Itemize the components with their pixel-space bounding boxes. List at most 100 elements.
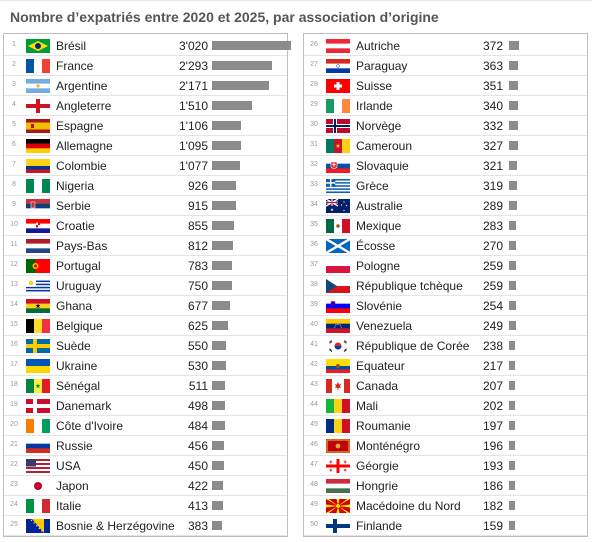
table-row: 24 Italie 413: [4, 496, 287, 516]
value-bar: [212, 261, 232, 270]
country-name: Finlande: [356, 519, 403, 533]
rank-number: 7: [12, 161, 16, 168]
usa-flag-icon: [26, 459, 50, 473]
value-bar: [212, 141, 241, 150]
value-bar: [212, 401, 225, 410]
rank-number: 30: [310, 121, 318, 128]
value-label: 363: [482, 59, 503, 73]
value-label: 2'171: [179, 79, 208, 93]
table-row: 2 France 2'293: [4, 56, 287, 76]
value-label: 327: [482, 139, 503, 153]
country-name: Slovénie: [356, 299, 403, 313]
country-name: Canada: [356, 379, 399, 393]
rank-number: 34: [310, 201, 318, 208]
value-label: 270: [482, 239, 503, 253]
value-bar: [509, 81, 518, 90]
value-label: 197: [482, 419, 503, 433]
country-name: Croatie: [56, 219, 95, 233]
table-left-column: 1 Brésil 3'020 2 France 2'293 3 Argentine 2'171 4…: [3, 33, 291, 537]
value-label: 422: [187, 479, 208, 493]
table-row: 50 Finlande 159: [304, 516, 587, 536]
value-label: 332: [482, 119, 503, 133]
table-row: 36 Écosse 270: [304, 236, 587, 256]
country-name: Australie: [356, 199, 403, 213]
value-bar: [212, 81, 269, 90]
value-bar: [212, 121, 241, 130]
value-label: 319: [482, 179, 503, 193]
rank-number: 37: [310, 261, 318, 268]
country-name: Mexique: [356, 219, 402, 233]
country-name: Equateur: [356, 359, 405, 373]
rank-number: 23: [10, 481, 18, 488]
value-label: 372: [482, 39, 503, 53]
table-row: 48 Hongrie 186: [304, 476, 587, 496]
scotland-flag-icon: [326, 239, 350, 253]
country-name: Monténégro: [356, 439, 421, 453]
value-bar: [509, 381, 515, 390]
value-label: 259: [482, 259, 503, 273]
rank-number: 4: [12, 101, 16, 108]
finland-flag-icon: [326, 519, 350, 533]
table-row: 27 Paraguay 363: [304, 56, 587, 76]
rank-number: 32: [310, 161, 318, 168]
value-bar: [212, 481, 223, 490]
rank-number: 29: [310, 101, 318, 108]
rank-number: 19: [10, 401, 18, 408]
country-name: Irlande: [356, 99, 393, 113]
rank-number: 24: [10, 501, 18, 508]
value-bar: [509, 141, 518, 150]
value-bar: [509, 501, 515, 510]
value-bar: [509, 161, 517, 170]
rank-number: 43: [310, 381, 318, 388]
table-row: 10 Croatie 855: [4, 216, 287, 236]
value-bar: [212, 161, 240, 170]
table-row: 44 Mali 202: [304, 396, 587, 416]
table-row: 43 Canada 207: [304, 376, 587, 396]
table-row: 35 Mexique 283: [304, 216, 587, 236]
value-label: 249: [482, 319, 503, 333]
rank-number: 5: [12, 121, 16, 128]
table-row: 17 Ukraine 530: [4, 356, 287, 376]
table-row: 45 Roumanie 197: [304, 416, 587, 436]
country-name: Slovaquie: [356, 159, 409, 173]
austria-flag-icon: [326, 39, 350, 53]
value-label: 238: [482, 339, 503, 353]
hungary-flag-icon: [326, 479, 350, 493]
table-row: 37 Pologne 259: [304, 256, 587, 276]
value-bar: [212, 201, 236, 210]
senegal-flag-icon: [26, 379, 50, 393]
country-name: République tchèque: [356, 279, 463, 293]
norway-flag-icon: [326, 119, 350, 133]
rank-number: 16: [10, 341, 18, 348]
table-row: 15 Belgique 625: [4, 316, 287, 336]
rank-number: 1: [12, 41, 16, 48]
value-label: 289: [482, 199, 503, 213]
rank-number: 17: [10, 361, 18, 368]
country-name: Argentine: [56, 79, 108, 93]
table-row: 26 Autriche 372: [304, 36, 587, 56]
value-bar: [509, 121, 518, 130]
table-row: 46 Monténégro 196: [304, 436, 587, 456]
nigeria-flag-icon: [26, 179, 50, 193]
table-row: 31 Cameroun 327: [304, 136, 587, 156]
value-bar: [509, 261, 516, 270]
country-name: Cameroun: [356, 139, 413, 153]
mali-flag-icon: [326, 399, 350, 413]
value-bar: [509, 441, 515, 450]
table-row: 40 Venezuela 249: [304, 316, 587, 336]
value-label: 254: [482, 299, 503, 313]
rank-number: 39: [310, 301, 318, 308]
bosnia-flag-icon: [26, 519, 50, 533]
country-name: Roumanie: [356, 419, 411, 433]
canada-flag-icon: [326, 379, 350, 393]
slovakia-flag-icon: [326, 159, 350, 173]
country-name: Belgique: [56, 319, 103, 333]
value-bar: [509, 521, 515, 530]
table-row: 1 Brésil 3'020: [4, 36, 291, 56]
country-name: Norvège: [356, 119, 402, 133]
table-row: 34 Australie 289: [304, 196, 587, 216]
rank-number: 35: [310, 221, 318, 228]
table-row: 22 USA 450: [4, 456, 287, 476]
argentina-flag-icon: [26, 79, 50, 93]
value-label: 812: [187, 239, 208, 253]
